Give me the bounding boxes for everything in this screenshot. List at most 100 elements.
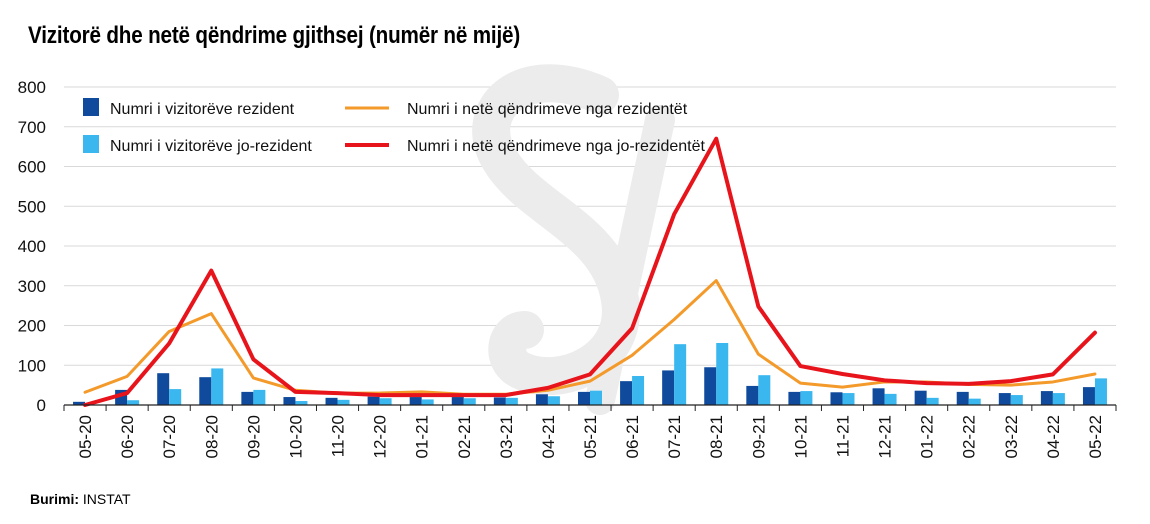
bar-nonresident-visitors <box>1094 378 1107 405</box>
bar-nonresident-visitors <box>674 344 687 405</box>
bar-resident-visitors <box>788 391 801 405</box>
bar-resident-visitors <box>199 377 212 405</box>
x-tick-label: 08-20 <box>202 415 221 458</box>
bar-resident-visitors <box>830 392 843 405</box>
bar-resident-visitors <box>73 401 86 405</box>
legend-item-nonresident-visitors: Numri i vizitorëve jo-rezident <box>83 135 312 155</box>
bar-nonresident-visitors <box>211 368 224 405</box>
bar-resident-visitors <box>998 393 1011 405</box>
x-tick-label: 09-20 <box>244 415 263 458</box>
bar-resident-visitors <box>578 391 590 405</box>
bar-resident-visitors <box>325 397 338 405</box>
bar-nonresident-visitors <box>379 398 392 405</box>
x-tick-label: 02-21 <box>455 415 474 458</box>
bar-nonresident-visitors <box>926 397 939 405</box>
x-tick-label: 06-20 <box>118 415 137 458</box>
bar-resident-visitors <box>914 390 927 405</box>
bar-nonresident-visitors <box>127 400 140 405</box>
legend-label: Numri i vizitorëve jo-rezident <box>110 138 312 155</box>
x-tick-label: 03-21 <box>497 415 516 458</box>
x-tick-label: 12-20 <box>371 415 390 458</box>
x-tick-label: 02-22 <box>960 415 979 458</box>
bar-nonresident-visitors <box>505 397 518 405</box>
legend-label: Numri i vizitorëve rezident <box>110 101 295 118</box>
x-tick-label: 10-20 <box>286 415 305 458</box>
bar-resident-visitors <box>662 370 675 405</box>
legend-swatch <box>83 135 99 153</box>
bar-nonresident-visitors <box>1052 393 1065 405</box>
y-tick-label: 0 <box>37 396 46 415</box>
y-tick-label: 100 <box>18 356 46 375</box>
legend-item-resident-nights: Numri i netë qëndrimeve nga rezidentët <box>345 101 688 118</box>
bar-nonresident-visitors <box>968 398 981 405</box>
bar-nonresident-visitors <box>169 389 182 405</box>
x-tick-label: 06-21 <box>623 415 642 458</box>
x-tick-label: 01-22 <box>918 415 937 458</box>
bar-resident-visitors <box>157 373 170 405</box>
bar-nonresident-visitors <box>1010 395 1023 405</box>
y-tick-label: 400 <box>18 237 46 256</box>
x-tick-label: 03-22 <box>1002 415 1021 458</box>
y-tick-label: 300 <box>18 277 46 296</box>
x-tick-label: 10-21 <box>791 415 810 458</box>
bar-resident-visitors <box>1040 391 1053 405</box>
x-tick-label: 09-21 <box>749 415 768 458</box>
lines <box>83 136 1097 407</box>
y-tick-label: 600 <box>18 158 46 177</box>
bar-resident-visitors <box>872 388 885 405</box>
x-tick-label: 11-20 <box>329 415 348 457</box>
x-tick-label: 12-21 <box>876 415 895 458</box>
legend-label: Numri i netë qëndrimeve nga jo-rezidentë… <box>407 138 705 155</box>
bar-resident-visitors <box>1082 387 1095 405</box>
x-tick-label: 04-22 <box>1044 415 1063 458</box>
x-tick-label: 11-21 <box>833 415 852 457</box>
legend-item-nonresident-nights: Numri i netë qëndrimeve nga jo-rezidentë… <box>345 138 705 155</box>
x-tick-label: 07-21 <box>665 415 684 458</box>
bar-nonresident-visitors <box>590 390 602 405</box>
legend-item-resident-visitors: Numri i vizitorëve rezident <box>83 98 295 118</box>
bar-resident-visitors <box>241 391 254 405</box>
bar-resident-visitors <box>367 396 380 405</box>
bar-nonresident-visitors <box>463 398 476 405</box>
y-tick-label: 700 <box>18 118 46 137</box>
legend: Numri i vizitorëve rezident Numri i vizit… <box>83 98 705 155</box>
bar-nonresident-visitors <box>758 375 771 405</box>
x-tick-label: 05-22 <box>1086 415 1105 458</box>
bar-nonresident-visitors <box>295 401 308 405</box>
chart-title: Vizitorë dhe netë qëndrime gjithsej (num… <box>28 22 521 49</box>
bar-resident-visitors <box>746 385 759 405</box>
x-tick-label: 01-21 <box>413 415 432 458</box>
bar-resident-visitors <box>956 391 969 405</box>
bar-nonresident-visitors <box>547 396 560 405</box>
bar-resident-visitors <box>451 397 464 405</box>
source-note: Burimi: INSTAT <box>30 491 131 507</box>
bar-resident-visitors <box>620 381 633 405</box>
line-nonresident-nights <box>83 136 1097 407</box>
y-tick-label: 800 <box>18 78 46 97</box>
bar-resident-visitors <box>493 397 506 405</box>
y-tick-label: 200 <box>18 317 46 336</box>
bar-nonresident-visitors <box>632 375 645 405</box>
axes: 0 100 200 300 400 500 600 700 800 05-20 06-20 07-20… <box>18 78 1117 458</box>
x-tick-label: 04-21 <box>539 415 558 458</box>
bar-resident-visitors <box>283 397 296 405</box>
bar-nonresident-visitors <box>800 391 813 405</box>
source-value: INSTAT <box>82 491 131 507</box>
bar-nonresident-visitors <box>842 393 855 405</box>
legend-label: Numri i netë qëndrimeve nga rezidentët <box>407 101 688 118</box>
bar-nonresident-visitors <box>253 389 266 405</box>
bar-resident-visitors <box>535 394 548 405</box>
x-tick-label: 08-21 <box>707 415 726 458</box>
bar-nonresident-visitors <box>337 399 350 405</box>
x-tick-label: 05-21 <box>581 415 600 458</box>
y-tick-label: 500 <box>18 197 46 216</box>
legend-swatch <box>83 98 99 116</box>
x-tick-label: 07-20 <box>160 415 179 458</box>
bar-nonresident-visitors <box>716 342 729 405</box>
bar-resident-visitors <box>704 367 717 405</box>
x-tick-label: 05-20 <box>76 415 95 458</box>
bar-nonresident-visitors <box>884 393 897 405</box>
source-label: Burimi: <box>30 491 79 507</box>
bar-resident-visitors <box>409 397 422 405</box>
